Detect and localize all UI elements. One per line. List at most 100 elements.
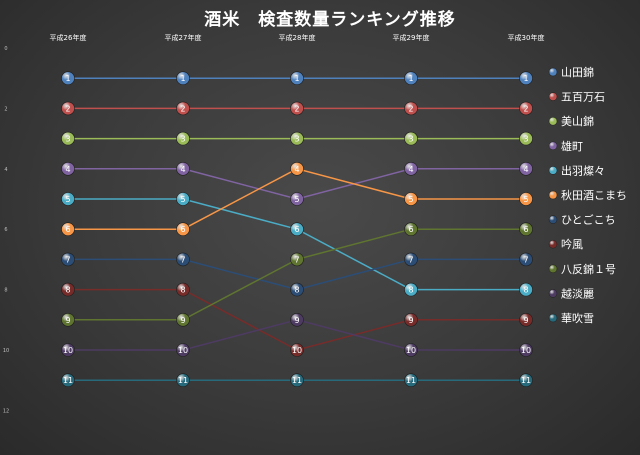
legend-entry: 美山錦 bbox=[561, 114, 594, 128]
legend-entry: 山田錦 bbox=[561, 65, 594, 79]
data-point bbox=[290, 312, 304, 327]
legend-entry: 吟風 bbox=[561, 237, 583, 251]
data-point bbox=[61, 312, 75, 327]
data-point bbox=[290, 192, 304, 206]
data-label: 1 bbox=[294, 74, 299, 83]
data-point bbox=[176, 71, 190, 85]
data-point bbox=[61, 373, 75, 388]
data-point bbox=[404, 343, 418, 357]
data-point bbox=[61, 71, 75, 85]
data-point bbox=[290, 101, 304, 116]
legend-marker bbox=[548, 239, 558, 249]
data-label: 5 bbox=[523, 195, 528, 204]
data-label: 6 bbox=[408, 225, 413, 234]
data-point bbox=[519, 192, 533, 206]
y-tick-label: 6 bbox=[4, 227, 7, 233]
data-point bbox=[519, 252, 533, 267]
data-label: 4 bbox=[523, 165, 528, 174]
data-point bbox=[404, 71, 418, 85]
data-label: 2 bbox=[180, 104, 185, 113]
data-label: 10 bbox=[292, 346, 302, 355]
data-point bbox=[519, 373, 533, 388]
legend-marker bbox=[548, 190, 558, 200]
data-label: 4 bbox=[294, 165, 299, 174]
data-point bbox=[176, 192, 190, 206]
data-point bbox=[176, 101, 190, 116]
data-label: 11 bbox=[521, 376, 531, 385]
data-point bbox=[404, 373, 418, 388]
data-point bbox=[290, 343, 304, 357]
data-label: 3 bbox=[180, 135, 185, 144]
data-label: 4 bbox=[408, 165, 413, 174]
legend-entry: 華吹雪 bbox=[561, 312, 594, 325]
legend-entry: ひとごこち bbox=[561, 213, 616, 227]
legend-entry: 雄町 bbox=[561, 139, 583, 153]
data-point bbox=[176, 312, 190, 327]
data-label: 5 bbox=[65, 195, 70, 204]
data-label: 7 bbox=[65, 255, 70, 264]
data-label: 11 bbox=[406, 376, 416, 385]
legend-marker bbox=[548, 264, 558, 274]
data-point bbox=[176, 162, 190, 176]
data-label: 5 bbox=[408, 195, 413, 204]
x-tick-label: 平成26年度 bbox=[50, 33, 87, 42]
x-tick-label: 平成28年度 bbox=[279, 33, 316, 42]
legend-entry: 越淡麗 bbox=[561, 286, 594, 300]
legend-marker bbox=[548, 215, 558, 224]
data-label: 1 bbox=[523, 74, 528, 83]
data-label: 9 bbox=[523, 316, 528, 325]
y-tick-label: 10 bbox=[3, 348, 9, 354]
data-label: 10 bbox=[178, 346, 188, 355]
data-label: 10 bbox=[521, 346, 531, 355]
data-label: 1 bbox=[180, 74, 185, 83]
data-label: 6 bbox=[523, 225, 528, 234]
data-label: 2 bbox=[523, 104, 528, 113]
data-label: 6 bbox=[65, 225, 70, 234]
data-point bbox=[176, 131, 190, 146]
data-label: 2 bbox=[408, 104, 413, 113]
data-label: 7 bbox=[180, 255, 185, 264]
data-point bbox=[290, 162, 304, 176]
data-point bbox=[404, 252, 418, 267]
data-point bbox=[61, 131, 75, 146]
data-label: 1 bbox=[408, 74, 413, 83]
data-point bbox=[404, 131, 418, 146]
data-point bbox=[61, 222, 75, 236]
legend-marker bbox=[548, 289, 558, 298]
y-tick-label: 12 bbox=[3, 408, 9, 414]
data-label: 9 bbox=[180, 316, 185, 325]
data-point bbox=[290, 71, 304, 85]
legend-marker bbox=[548, 92, 558, 101]
data-point bbox=[290, 222, 304, 236]
data-label: 7 bbox=[408, 255, 413, 264]
data-label: 8 bbox=[523, 286, 528, 295]
data-label: 10 bbox=[63, 346, 73, 355]
data-point bbox=[176, 343, 190, 357]
data-label: 6 bbox=[180, 225, 185, 234]
data-label: 7 bbox=[294, 255, 299, 264]
data-point bbox=[61, 282, 75, 297]
data-label: 8 bbox=[408, 286, 413, 295]
x-tick-label: 平成27年度 bbox=[165, 33, 202, 42]
legend-entry: 八反錦１号 bbox=[561, 262, 616, 276]
data-point bbox=[404, 162, 418, 176]
series-markers: 1 1 1 1 12 2 2 2 23 3 3 3 34 454 45 568 86 645 57 787 78 8109… bbox=[61, 71, 533, 388]
x-tick-label: 平成29年度 bbox=[393, 33, 430, 42]
y-tick-label: 0 bbox=[4, 46, 7, 52]
data-point bbox=[404, 101, 418, 116]
data-label: 9 bbox=[408, 316, 413, 325]
data-point bbox=[404, 192, 418, 206]
data-point bbox=[404, 312, 418, 327]
data-label: 4 bbox=[180, 165, 185, 174]
data-point bbox=[519, 222, 533, 236]
legend-marker bbox=[548, 116, 558, 126]
x-tick-label: 平成30年度 bbox=[508, 33, 545, 42]
y-tick-label: 2 bbox=[4, 106, 7, 112]
chart-title: 酒米 検査数量ランキング推移 bbox=[204, 9, 456, 30]
data-point bbox=[519, 312, 533, 327]
y-tick-label: 4 bbox=[4, 167, 7, 173]
data-label: 10 bbox=[406, 346, 416, 355]
data-point bbox=[519, 343, 533, 357]
data-point bbox=[404, 222, 418, 236]
data-label: 1 bbox=[65, 74, 70, 83]
